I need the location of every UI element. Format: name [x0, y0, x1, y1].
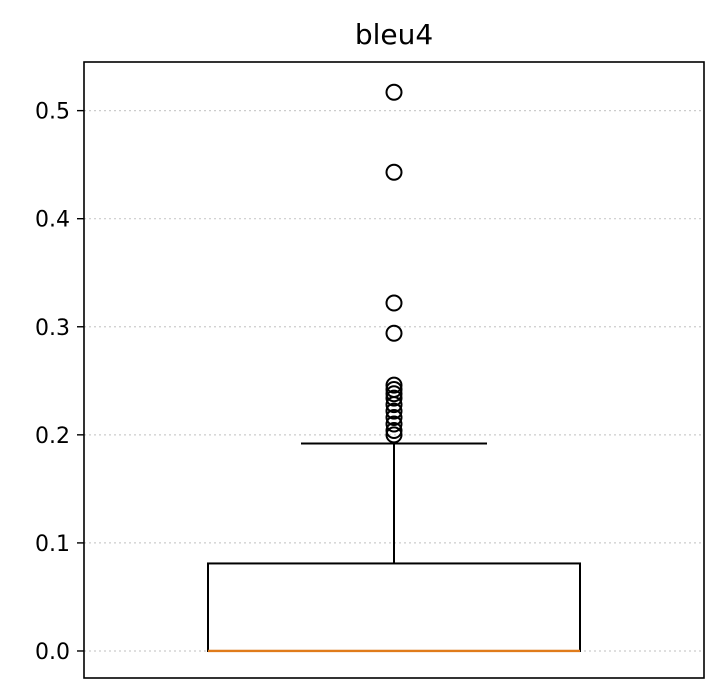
plot-area-frame	[83, 61, 705, 679]
box-plot	[207, 83, 581, 653]
y-tick-label: 0.5	[35, 100, 70, 125]
outlier-point	[385, 415, 403, 433]
y-axis-ticks: 0.0 0.1 0.2 0.3 0.4 0.5	[35, 100, 84, 665]
outlier-point	[385, 83, 403, 101]
outlier-point	[385, 294, 403, 312]
iqr-box	[207, 562, 581, 652]
outlier-point	[385, 409, 403, 427]
outlier-point	[385, 376, 403, 394]
outlier-point	[385, 324, 403, 342]
grid-lines	[84, 110, 704, 652]
y-tick-label: 0.0	[35, 640, 70, 665]
outlier-point	[385, 380, 403, 398]
outlier-point	[385, 385, 403, 403]
y-tick-label: 0.2	[35, 424, 70, 449]
outlier-point	[385, 163, 403, 181]
outlier-point	[385, 389, 403, 407]
y-tick-label: 0.1	[35, 532, 70, 557]
outlier-point	[385, 402, 403, 420]
y-tick-label: 0.3	[35, 316, 70, 341]
outlier-point	[385, 422, 403, 440]
chart-title: bleu4	[355, 18, 433, 51]
y-tick-label: 0.4	[35, 208, 70, 233]
outlier-point	[385, 426, 403, 444]
